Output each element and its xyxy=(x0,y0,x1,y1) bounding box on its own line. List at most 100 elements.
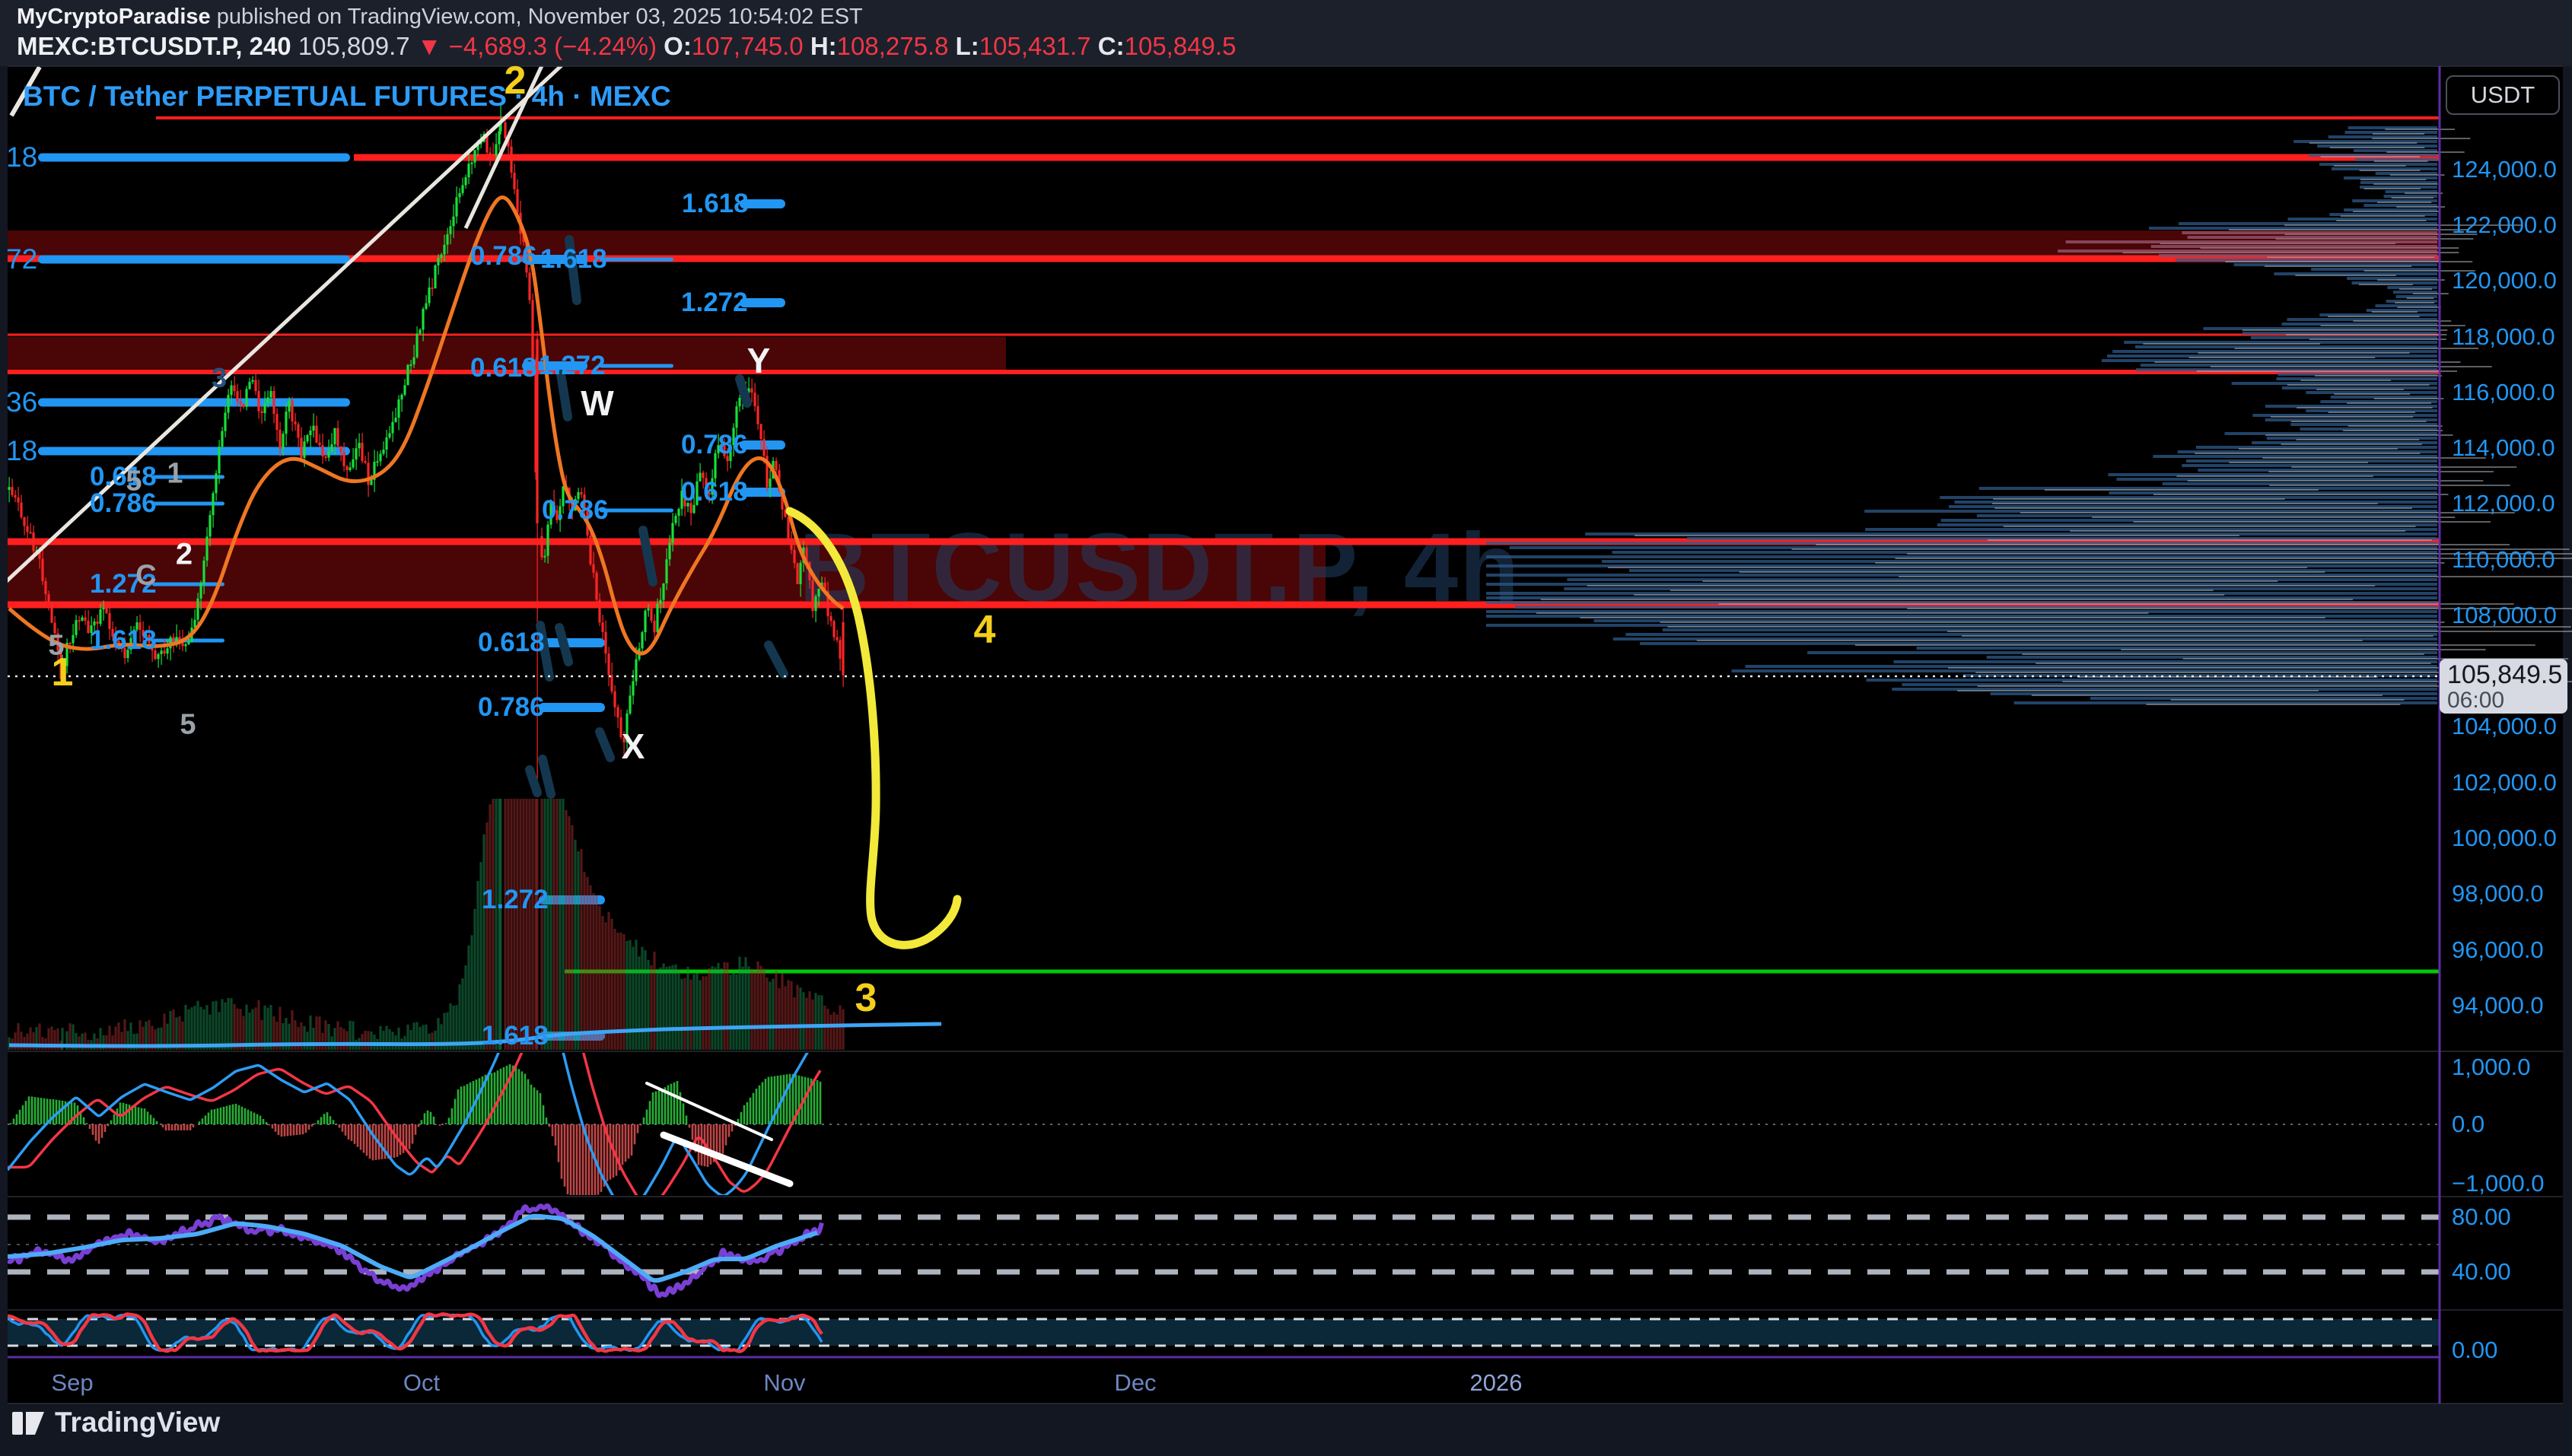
wave-label[interactable]: 5 xyxy=(48,629,65,662)
close-value: 105,849.5 xyxy=(1124,32,1237,60)
scale-tick: 118,000.0 xyxy=(2452,323,2555,350)
scale-tick: 1,000.0 xyxy=(2452,1054,2531,1080)
price-change: ▼ −4,689.3 (−4.24%) xyxy=(416,32,657,60)
scale-tick: 98,000.0 xyxy=(2452,880,2544,907)
high-value: 108,275.8 xyxy=(836,32,949,60)
fib-label[interactable]: 0.618 xyxy=(470,353,537,383)
chart-legend-title[interactable]: BTC / Tether PERPETUAL FUTURES · 4h · ME… xyxy=(23,81,671,112)
fib-label[interactable]: 1.618 xyxy=(682,189,749,218)
wave-label[interactable]: 3 xyxy=(211,362,228,393)
scale-tick: 108,000.0 xyxy=(2452,602,2557,628)
yellow-arrow-drawing xyxy=(785,507,962,949)
tradingview-logo-text: TradingView xyxy=(55,1407,221,1438)
fib-label[interactable]: 0.786 xyxy=(681,430,748,459)
wave-label[interactable]: X xyxy=(621,726,645,766)
fib-label[interactable]: 1.272 xyxy=(482,885,549,914)
scale-tick: 124,000.0 xyxy=(2452,156,2557,183)
fib-label[interactable]: 0.786 xyxy=(542,495,609,525)
time-axis-label: Dec xyxy=(1114,1369,1157,1396)
scale-tick: 80.00 xyxy=(2452,1203,2511,1230)
stoch-pane xyxy=(8,1203,2439,1299)
fib-label[interactable]: 1.618 xyxy=(482,1021,549,1051)
low-value: 105,431.7 xyxy=(979,32,1091,60)
low-label: L: xyxy=(948,32,979,60)
fib-label[interactable]: 0.786 xyxy=(90,488,157,518)
horizontal-levels xyxy=(8,116,2439,974)
scale-tick: 0.0 xyxy=(2452,1111,2485,1137)
scale-tick: 104,000.0 xyxy=(2452,713,2557,739)
fib-label-cut[interactable]: 18 xyxy=(6,435,38,466)
publication-info: published on TradingView.com, November 0… xyxy=(210,5,863,29)
pane-separators xyxy=(8,65,2563,1404)
time-axis-label: Nov xyxy=(763,1369,806,1396)
user-drawings xyxy=(8,66,2439,949)
wave-label[interactable]: C xyxy=(135,559,157,592)
open-label: O: xyxy=(657,32,692,60)
scale-tick: 112,000.0 xyxy=(2452,490,2555,517)
publication-header: MyCryptoParadise published on TradingVie… xyxy=(0,0,2572,66)
scale-tick: 96,000.0 xyxy=(2452,936,2544,963)
tradingview-logo[interactable]: TradingView xyxy=(12,1407,220,1439)
scale-tick: 100,000.0 xyxy=(2452,825,2557,851)
scale-tick: −1,000.0 xyxy=(2452,1170,2545,1197)
wave-label[interactable]: 1 xyxy=(51,650,74,695)
fib-label[interactable]: 0.786 xyxy=(470,241,537,271)
open-value: 107,745.0 xyxy=(691,32,804,60)
wave-label[interactable]: 4 xyxy=(973,608,996,652)
fib-label[interactable]: 0.618 xyxy=(90,462,157,491)
fib-label[interactable]: 1.618 xyxy=(540,244,607,274)
wave-label[interactable]: 3 xyxy=(855,976,877,1020)
chart-canvas[interactable] xyxy=(8,66,2563,1404)
wave-label[interactable]: 2 xyxy=(504,59,527,103)
scale-tick: 114,000.0 xyxy=(2452,434,2555,461)
fib-label[interactable]: 0.786 xyxy=(478,692,545,722)
macd-pane xyxy=(8,1053,2439,1195)
scale-tick: 40.00 xyxy=(2452,1258,2511,1285)
close-label: C: xyxy=(1090,32,1125,60)
volume-profile xyxy=(1486,126,2572,705)
wave-label[interactable]: 2 xyxy=(175,537,193,571)
fib-label[interactable]: 1.618 xyxy=(90,625,157,655)
fib-label[interactable]: 1.272 xyxy=(90,569,157,599)
volume-ma-line xyxy=(8,1022,942,1048)
wave-label[interactable]: 1 xyxy=(167,457,183,490)
author-name: MyCryptoParadise xyxy=(17,5,211,29)
publication-line: MyCryptoParadise published on TradingVie… xyxy=(17,5,863,30)
symbol-name: MEXC:BTCUSDT.P, 240 xyxy=(17,32,291,60)
scale-tick: 0.00 xyxy=(2452,1337,2498,1363)
scale-tick: 102,000.0 xyxy=(2452,769,2557,796)
scale-tick: 94,000.0 xyxy=(2452,992,2544,1019)
scale-tick: 110,000.0 xyxy=(2452,546,2555,573)
oscillator-pane xyxy=(8,1312,2439,1353)
wave-label[interactable]: W xyxy=(581,383,614,423)
fib-label-cut[interactable]: 72 xyxy=(6,243,38,275)
green-support-line xyxy=(565,969,2439,974)
time-axis-label: 2026 xyxy=(1469,1369,1523,1396)
fib-label[interactable]: 0.618 xyxy=(681,477,748,507)
symbol-status-line: MEXC:BTCUSDT.P, 240 105,809.7 ▼ −4,689.3… xyxy=(17,32,1236,61)
currency-toggle-button[interactable]: USDT xyxy=(2446,75,2560,115)
wave-label[interactable]: 5 xyxy=(180,708,196,741)
wave-label[interactable]: 5 xyxy=(126,465,142,498)
time-axis-label: Oct xyxy=(403,1369,441,1396)
last-price-scale-label: 105,849.5 06:00 xyxy=(2440,659,2567,714)
last-price-value: 105,849.5 xyxy=(2447,660,2563,689)
fib-label-cut[interactable]: 36 xyxy=(6,386,38,418)
volume-bars xyxy=(8,799,845,1050)
time-axis-label: Sep xyxy=(51,1369,94,1396)
scale-tick: 120,000.0 xyxy=(2452,267,2557,294)
orange-ma-line xyxy=(8,196,845,656)
fib-label[interactable]: 1.272 xyxy=(539,351,606,380)
bar-countdown: 06:00 xyxy=(2447,688,2505,713)
fib-label[interactable]: 0.618 xyxy=(478,628,545,657)
fib-label[interactable]: 1.272 xyxy=(681,288,748,317)
tradingview-logo-icon xyxy=(12,1412,44,1435)
scale-tick: 122,000.0 xyxy=(2452,211,2557,238)
last-price: 105,809.7 xyxy=(291,32,417,60)
wave-label[interactable]: Y xyxy=(746,341,771,380)
fib-label-cut[interactable]: 18 xyxy=(6,141,38,173)
high-label: H: xyxy=(803,32,837,60)
scale-tick: 116,000.0 xyxy=(2452,379,2555,405)
